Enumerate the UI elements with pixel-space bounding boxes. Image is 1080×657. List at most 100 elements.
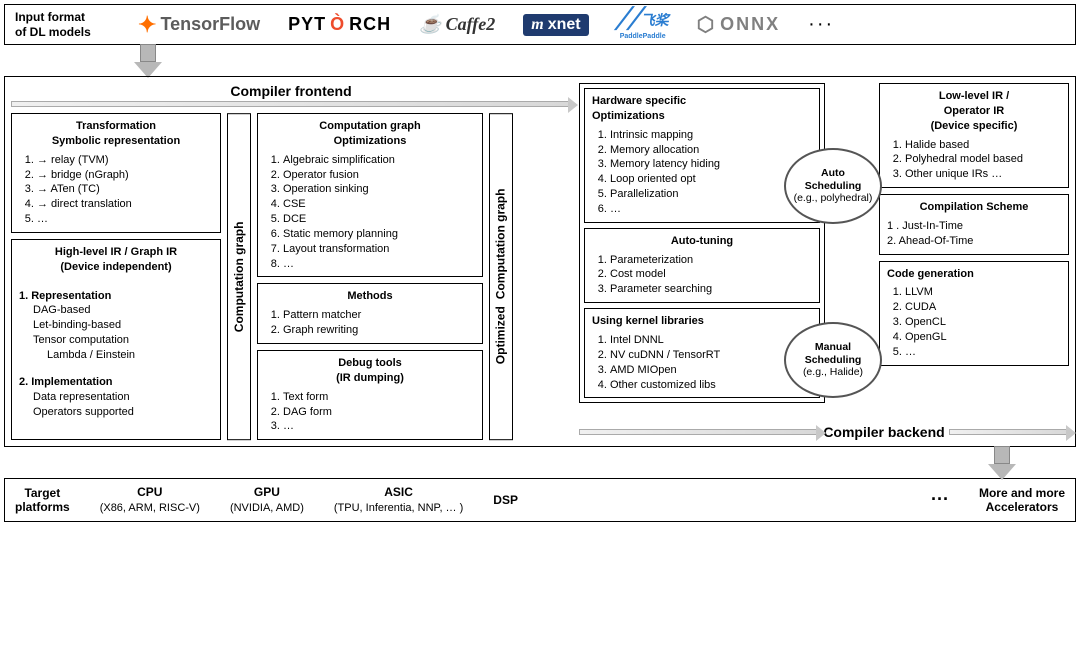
lowlevel-ir-list: Halide based Polyhedral model based Othe… [887,138,1061,183]
pytorch-flame-icon: Ò [330,14,345,35]
comp-opt-list: Algebraic simplification Operator fusion… [265,153,475,272]
list-item: Graph rewriting [283,323,475,338]
backend-arrow-left [579,429,819,435]
list-item: … [283,419,475,434]
more-line1: More and more [979,486,1065,500]
dsp-label: DSP [493,493,518,507]
list-item: DCE [283,212,475,227]
asic-label: ASIC [384,485,413,499]
optimized-computation-graph-label: Optimized Computation graph [489,113,513,440]
list-item: Memory latency hiding [610,157,812,172]
transformation-box: Transformation Symbolic representation →… [11,113,221,233]
list-item: Lambda / Einstein [47,348,213,363]
backend-left-column: Hardware specific Optimizations Intrinsi… [579,83,825,420]
frontend-arrow [11,101,571,107]
more-frameworks-dots: ··· [808,13,834,36]
list-item: … [283,257,475,272]
backend-arrow-right [949,429,1069,435]
compilation-scheme-box: Compilation Scheme 1 . Just-In-Time 2. A… [879,194,1069,255]
kernel-list: Intel DNNL NV cuDNN / TensorRT AMD MIOpe… [592,333,812,392]
cpu-label: CPU [137,485,162,499]
list-item: Other unique IRs … [905,167,1061,182]
list-item: Operators supported [33,405,213,420]
debug-title: Debug tools (IR dumping) [265,356,475,386]
kernel-title: Using kernel libraries [592,314,812,329]
representation-label: 1. Representation [19,289,213,304]
methods-list: Pattern matcher Graph rewriting [265,308,475,338]
mxnet-logo: mxnet [523,14,588,36]
circle2-line1: Manual [815,341,851,353]
list-item: Algebraic simplification [283,153,475,168]
compiler-block: Compiler frontend Transformation Symboli… [4,76,1076,447]
circle1-line1: Auto [821,167,845,179]
list-item: Memory allocation [610,143,812,158]
methods-title: Methods [265,289,475,304]
comp-scheme-title: Compilation Scheme [887,200,1061,215]
target-line1: Target [24,486,60,500]
list-item: Operator fusion [283,168,475,183]
list-item: Intel DNNL [610,333,812,348]
paddlepaddle-logo: ╱╱飞桨 PaddlePaddle [617,9,669,40]
list-item: Parameterization [610,253,812,268]
list-item: Pattern matcher [283,308,475,323]
input-format-band: Input format of DL models ✦ TensorFlow P… [4,4,1076,45]
computation-graph-label: Computation graph [227,113,251,440]
more-accelerators: More and more Accelerators [979,486,1065,515]
target-platforms-band: Target platforms CPU (X86, ARM, RISC-V) … [4,478,1076,522]
vlabel2-line2: Computation graph [494,189,507,300]
onnx-text: ONNX [720,14,780,35]
implementation-label: 2. Implementation [19,375,213,390]
mxnet-m-icon: m [531,16,543,34]
autotune-list: Parameterization Cost model Parameter se… [592,253,812,298]
list-item: … [610,202,812,217]
list-item: → direct translation [37,197,213,212]
onnx-logo: ⬡ ONNX [697,12,780,37]
list-item: Let-binding-based [33,318,213,333]
list-item: Text form [283,390,475,405]
transformation-title: Transformation Symbolic representation [19,119,213,149]
code-generation-box: Code generation LLVM CUDA OpenCL OpenGL … [879,261,1069,366]
target-platforms-label: Target platforms [15,486,70,515]
list-item: Other customized libs [610,378,812,393]
pytorch-logo: PYTÒRCH [288,14,391,35]
computation-graph-opt-box: Computation graph Optimizations Algebrai… [257,113,483,277]
autotune-title: Auto-tuning [592,234,812,249]
more-targets-dots: ··· [931,489,949,511]
debug-list: Text form DAG form … [265,390,475,435]
arrow-down-to-targets [988,446,1016,480]
hardware-opt-box: Hardware specific Optimizations Intrinsi… [584,88,820,223]
input-format-line2: of DL models [15,25,91,39]
gpu-target: GPU (NVIDIA, AMD) [230,485,304,515]
list-item: Halide based [905,138,1061,153]
backend-wrap-box: Hardware specific Optimizations Intrinsi… [579,83,825,403]
manual-scheduling-circle: Manual Scheduling (e.g., Halide) [784,322,882,398]
list-item: AMD MIOpen [610,363,812,378]
more-line2: Accelerators [986,500,1059,514]
circle1-line2: Scheduling [805,180,862,192]
list-item: Intrinsic mapping [610,128,812,143]
caffe2-text: Caffe2 [446,14,496,35]
lowlevel-ir-title: Low-level IR / Operator IR (Device speci… [887,89,1061,134]
list-item: → ATen (TC) [37,182,213,197]
onnx-poly-icon: ⬡ [697,12,716,37]
tensorflow-text: TensorFlow [160,14,260,35]
list-item: DAG-based [33,303,213,318]
compiler-frontend: Compiler frontend Transformation Symboli… [11,83,571,440]
list-item: Static memory planning [283,227,475,242]
list-item: → bridge (nGraph) [37,168,213,183]
list-item: Cost model [610,267,812,282]
circle2-line2: Scheduling [805,354,862,366]
gpu-sub: (NVIDIA, AMD) [230,502,304,514]
tensorflow-logo: ✦ TensorFlow [138,12,260,38]
comp-opt-title: Computation graph Optimizations [265,119,475,149]
list-item: Data representation [33,390,213,405]
vlabel2-line1: Optimized [494,306,507,364]
list-item: Parallelization [610,187,812,202]
list-item: Operation sinking [283,182,475,197]
debug-tools-box: Debug tools (IR dumping) Text form DAG f… [257,350,483,440]
circle1-eg: (e.g., polyhedral) [794,192,873,204]
list-item: CSE [283,197,475,212]
lowlevel-ir-box: Low-level IR / Operator IR (Device speci… [879,83,1069,188]
target-line2: platforms [15,500,70,514]
highlevel-ir-box: High-level IR / Graph IR (Device indepen… [11,239,221,440]
